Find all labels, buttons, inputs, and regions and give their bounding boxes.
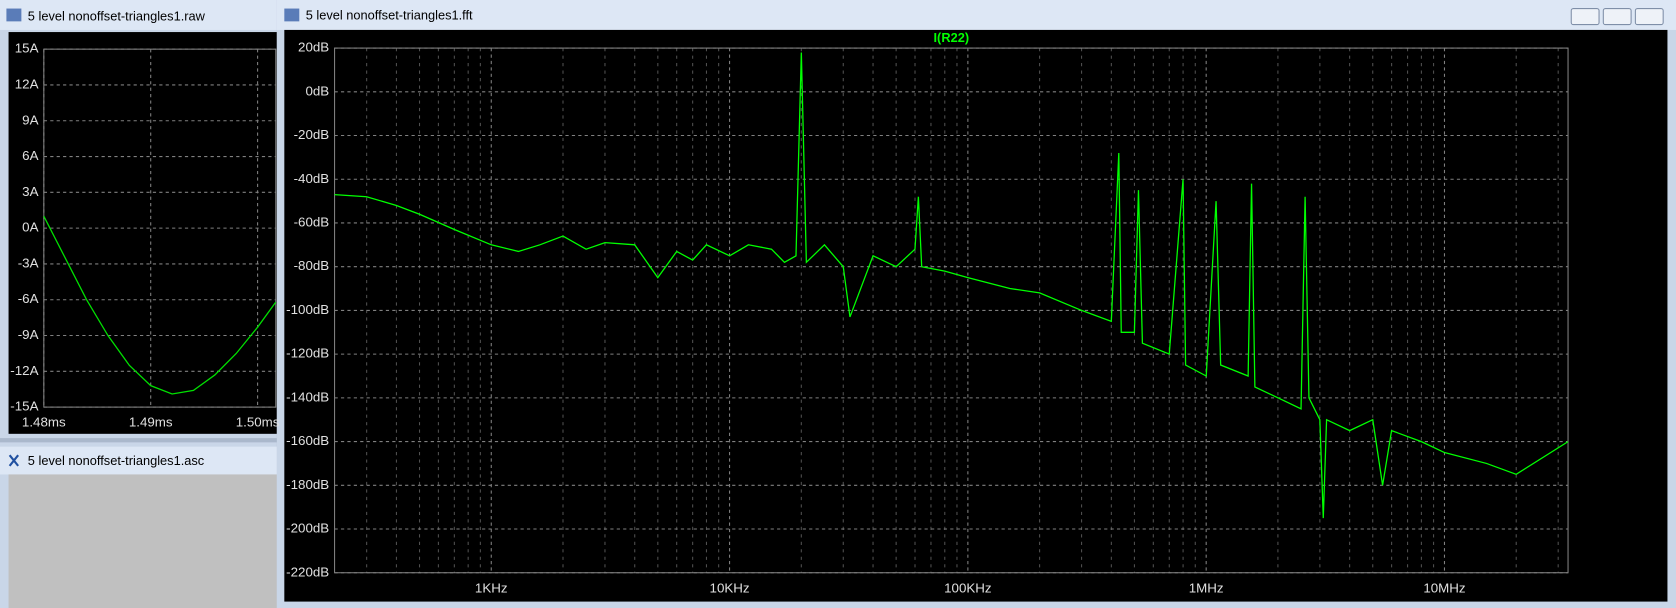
y-tick-label: -60dB bbox=[294, 215, 330, 230]
asc-pane bbox=[8, 474, 277, 608]
y-tick-label: 3A bbox=[22, 184, 38, 199]
y-tick-label: -140dB bbox=[286, 389, 329, 404]
y-tick-label: 0A bbox=[22, 220, 38, 235]
x-tick-label: 1MHz bbox=[1189, 580, 1224, 595]
minimize-button[interactable] bbox=[1570, 8, 1600, 26]
y-tick-label: 0dB bbox=[305, 83, 329, 98]
x-tick-label: 100KHz bbox=[944, 580, 991, 595]
maximize-button[interactable] bbox=[1602, 8, 1632, 26]
y-tick-label: 9A bbox=[22, 112, 38, 127]
y-tick-label: 6A bbox=[22, 148, 38, 163]
y-tick-label: -3A bbox=[18, 255, 39, 270]
y-tick-label: -15A bbox=[10, 399, 38, 414]
x-tick-label: 1.50ms bbox=[236, 415, 280, 430]
trace-label: I(R22) bbox=[933, 30, 969, 45]
asc-icon bbox=[8, 454, 20, 467]
y-tick-label: -120dB bbox=[286, 346, 329, 361]
raw-icon bbox=[6, 8, 22, 22]
y-tick-label: -100dB bbox=[286, 302, 329, 317]
y-tick-label: -180dB bbox=[286, 477, 329, 492]
y-tick-label: -6A bbox=[18, 291, 39, 306]
y-tick-label: -20dB bbox=[294, 127, 330, 142]
asc-titlebar[interactable] bbox=[0, 446, 277, 475]
raw-plot-pane bbox=[8, 32, 277, 434]
y-tick-label: -80dB bbox=[294, 258, 330, 273]
y-tick-label: -200dB bbox=[286, 521, 329, 536]
x-tick-label: 1.48ms bbox=[22, 415, 66, 430]
y-tick-label: -220dB bbox=[286, 564, 329, 579]
fft-titlebar[interactable] bbox=[276, 0, 1676, 30]
fft-icon bbox=[284, 8, 300, 22]
fft-title: 5 level nonoffset-triangles1.fft bbox=[306, 7, 473, 22]
y-tick-label: -160dB bbox=[286, 433, 329, 448]
y-tick-label: -40dB bbox=[294, 171, 330, 186]
x-tick-label: 1.49ms bbox=[129, 415, 173, 430]
y-tick-label: 15A bbox=[15, 41, 39, 56]
y-tick-label: -9A bbox=[18, 327, 39, 342]
plot-frame bbox=[43, 48, 277, 408]
close-button[interactable] bbox=[1634, 8, 1664, 26]
raw-title: 5 level nonoffset-triangles1.raw bbox=[28, 8, 206, 23]
x-tick-label: 1KHz bbox=[475, 580, 508, 595]
y-tick-label: -12A bbox=[10, 363, 38, 378]
x-tick-label: 10KHz bbox=[710, 580, 750, 595]
y-tick-label: 12A bbox=[15, 76, 39, 91]
asc-title: 5 level nonoffset-triangles1.asc bbox=[28, 453, 205, 468]
trace bbox=[334, 52, 1569, 519]
y-tick-label: 20dB bbox=[298, 40, 329, 55]
raw-titlebar[interactable] bbox=[0, 0, 277, 30]
fft-chart: 20dB 0dB -20dB -40dB -60dB -80dB -100dB -120dB -… bbox=[286, 30, 1569, 595]
trace bbox=[43, 215, 277, 395]
plot-frame bbox=[334, 47, 1569, 574]
x-tick-label: 10MHz bbox=[1423, 580, 1465, 595]
fft-plot-pane bbox=[284, 29, 1668, 602]
